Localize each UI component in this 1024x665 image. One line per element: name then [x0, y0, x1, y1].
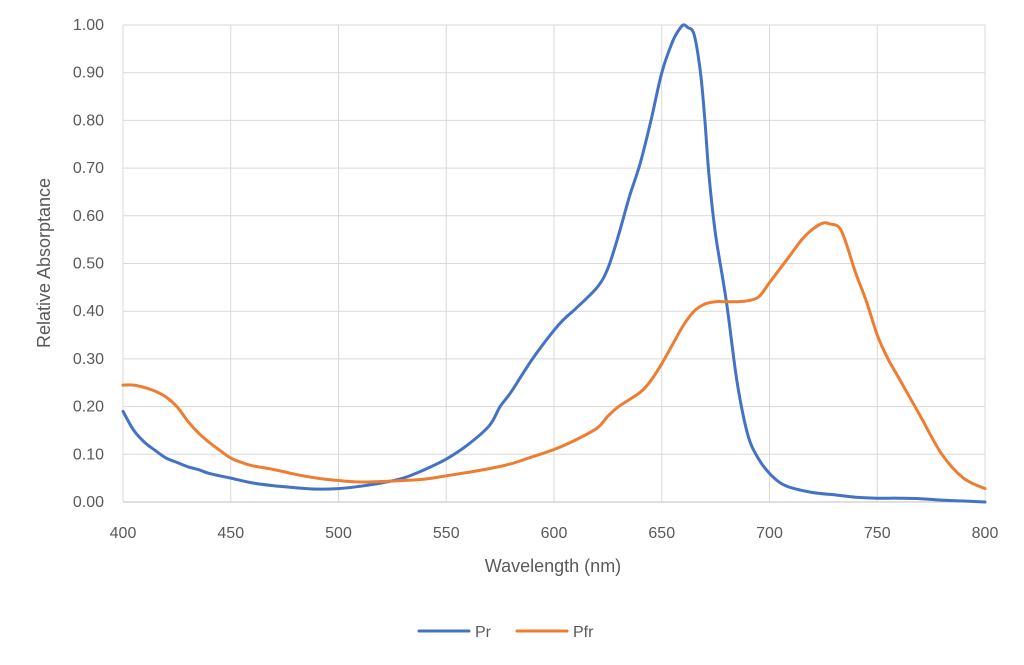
- y-tick-label: 1.00: [73, 17, 104, 34]
- x-tick-label: 650: [648, 525, 675, 542]
- y-tick-labels: 0.00 0.10 0.20 0.30 0.40 0.50 0.60 0.70 0.80 0.90…: [73, 17, 104, 511]
- legend-label-pr: Pr: [475, 624, 492, 641]
- x-tick-label: 700: [756, 525, 783, 542]
- y-tick-label: 0.10: [73, 446, 104, 463]
- gridlines: [122, 24, 986, 503]
- y-tick-label: 0.30: [73, 351, 104, 368]
- y-tick-label: 0.60: [73, 208, 104, 225]
- y-axis-title: Relative Absorptance: [34, 178, 54, 348]
- legend-label-pfr: Pfr: [573, 624, 594, 641]
- y-tick-label: 0.90: [73, 65, 104, 82]
- x-tick-label: 450: [217, 525, 244, 542]
- y-tick-label: 0.20: [73, 399, 104, 416]
- x-axis-title: Wavelength (nm): [485, 556, 621, 576]
- x-tick-label: 550: [433, 525, 460, 542]
- legend: Pr Pfr: [417, 624, 594, 641]
- y-tick-label: 0.00: [73, 494, 104, 511]
- x-tick-label: 750: [864, 525, 891, 542]
- y-tick-label: 0.40: [73, 303, 104, 320]
- x-tick-labels: 400 450 500 550 600 650 700 750 800: [110, 525, 999, 542]
- x-tick-label: 800: [972, 525, 999, 542]
- series-line-pr: [121, 23, 987, 504]
- x-tick-label: 500: [325, 525, 352, 542]
- x-tick-label: 400: [110, 525, 137, 542]
- y-tick-label: 0.70: [73, 160, 104, 177]
- series-line-pfr: [121, 221, 987, 491]
- x-tick-label: 600: [541, 525, 568, 542]
- series-lines: [121, 23, 987, 504]
- y-tick-label: 0.50: [73, 256, 104, 273]
- y-tick-label: 0.80: [73, 112, 104, 129]
